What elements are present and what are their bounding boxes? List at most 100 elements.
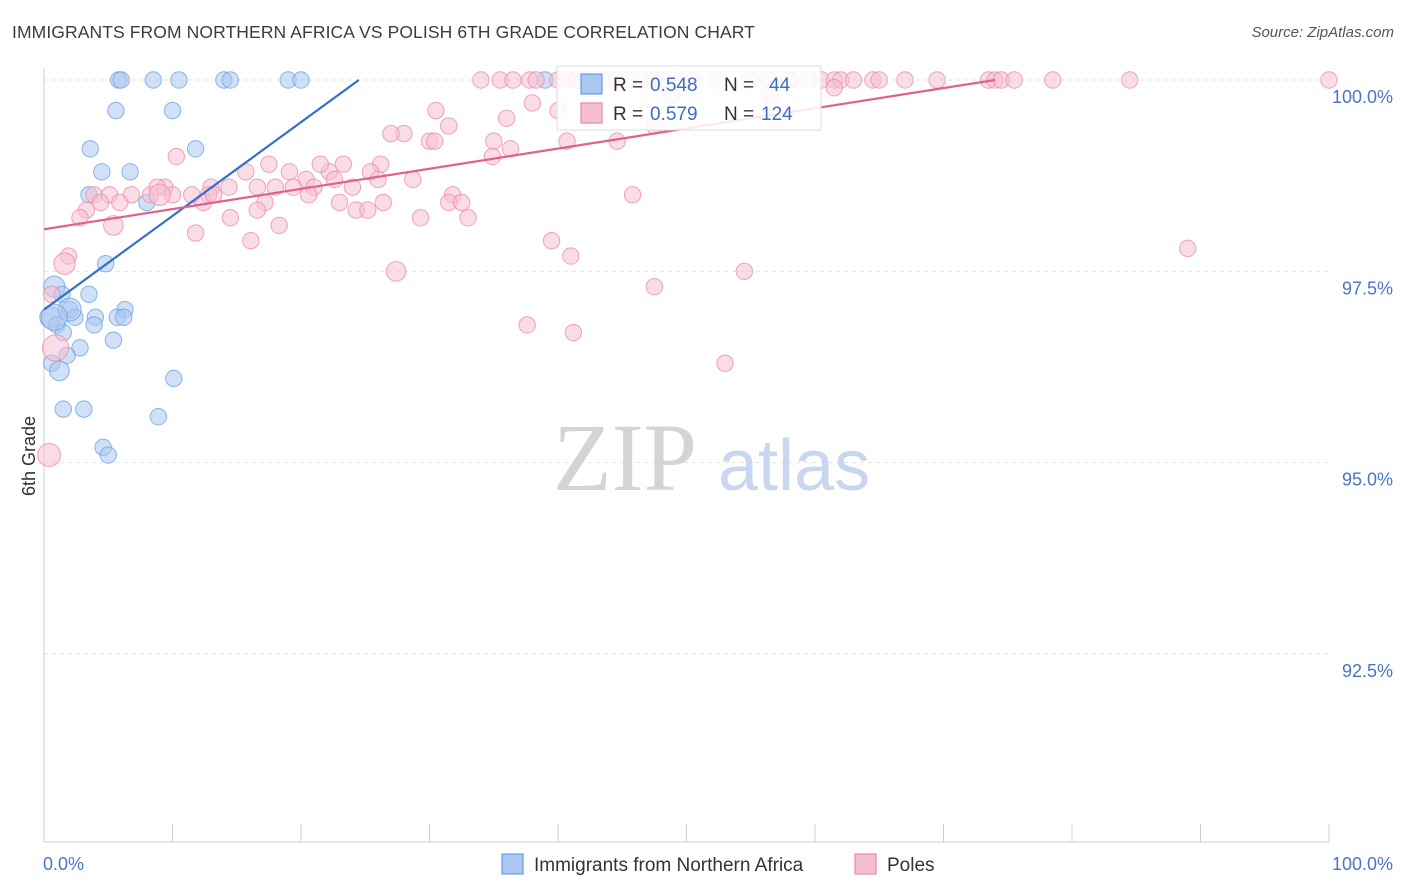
poles-point-72 [284, 178, 302, 196]
poles-point-57 [558, 132, 576, 150]
poles-point-120 [459, 209, 477, 227]
immigrants-point-37 [149, 408, 168, 426]
chart-source: Source: ZipAtlas.com [1251, 24, 1394, 41]
poles-point-67 [404, 170, 422, 189]
trend-lines [43, 78, 996, 311]
poles-point-108 [53, 252, 76, 275]
poles-point-34 [1044, 71, 1062, 89]
poles-point-59 [260, 155, 278, 173]
immigrants-point-1 [112, 71, 130, 89]
chart-title: IMMIGRANTS FROM NORTHERN AFRICA VS POLIS… [12, 22, 755, 42]
immigrants-point-3 [170, 71, 188, 89]
poles-point-50 [485, 132, 503, 150]
poles-point-2 [504, 71, 522, 89]
poles-point-102 [103, 215, 124, 236]
poles-point-52 [483, 147, 502, 166]
immigrants-point-19 [80, 285, 98, 303]
immigrants-point-11 [81, 140, 99, 158]
poles-point-99 [221, 209, 240, 227]
legend-label-immigrants: Immigrants from Northern Africa [534, 855, 804, 876]
legend-label-poles: Poles [887, 855, 935, 876]
immigrants-point-30 [104, 331, 123, 349]
bottom-legend: Immigrants from Northern Africa Poles [501, 853, 935, 876]
poles-point-74 [343, 178, 362, 196]
immigrants-point-5 [221, 71, 240, 89]
stats-swatch-immigrants [580, 73, 603, 95]
poles-point-91 [374, 193, 392, 212]
poles-point-118 [148, 183, 171, 206]
poles-point-27 [870, 71, 888, 89]
poles-point-29 [928, 71, 946, 89]
poles-point-66 [369, 170, 387, 189]
poles-point-105 [542, 232, 561, 250]
immigrants-point-2 [144, 71, 162, 89]
poles-point-51 [425, 132, 444, 150]
poles-point-110 [735, 262, 754, 281]
poles-point-86 [91, 193, 110, 212]
immigrants-point-35 [54, 400, 72, 418]
stats-r-label-1: R = [613, 75, 643, 96]
x-tick-label-min: 0.0% [43, 854, 84, 874]
immigrants-point-42 [49, 360, 70, 382]
immigrants-point-34 [165, 369, 183, 388]
immigrants-point-7 [292, 71, 310, 89]
stats-n-value-1: 44 [769, 75, 791, 96]
poles-point-121 [562, 247, 580, 265]
watermark-zip: ZIP [553, 404, 697, 511]
poles-point-111 [645, 277, 664, 296]
poles-point-28 [896, 71, 914, 89]
poles-point-95 [248, 201, 267, 219]
gridlines [44, 79, 1329, 655]
watermark: ZIP atlas [553, 404, 870, 511]
immigrants-point-14 [121, 163, 139, 181]
poles-point-117 [37, 443, 62, 467]
immigrants-point-31 [71, 339, 89, 357]
y-tick-label-2: 95.0% [1342, 470, 1393, 490]
poles-point-58 [167, 147, 186, 166]
poles-point-0 [472, 71, 490, 89]
poles-point-113 [564, 323, 583, 342]
immigrants-trend-line [43, 79, 360, 311]
stats-legend-box: R = 0.548 N = 44 R = 0.579 N = 124 [556, 65, 822, 131]
poles-point-48 [382, 124, 400, 143]
poles-point-116 [41, 334, 70, 362]
poles-point-70 [248, 178, 267, 196]
legend-swatch-immigrants [501, 853, 524, 875]
immigrants-point-27 [114, 308, 133, 326]
poles-point-106 [1178, 239, 1197, 258]
immigrants-point-36 [75, 400, 93, 418]
poles-point-25 [844, 71, 863, 89]
poles-point-37 [825, 78, 843, 97]
poles-point-90 [330, 193, 349, 212]
poles-point-115 [43, 285, 61, 303]
poles-point-40 [427, 101, 445, 120]
poles-point-44 [497, 109, 516, 127]
watermark-atlas: atlas [718, 426, 870, 506]
y-tick-labels: 100.0% 97.5% 95.0% 92.5% [1332, 87, 1393, 681]
stats-swatch-poles [580, 102, 603, 124]
poles-point-109 [385, 260, 407, 282]
y-tick-label-0: 100.0% [1332, 87, 1393, 107]
poles-point-85 [220, 178, 238, 196]
y-tick-label-3: 92.5% [1342, 661, 1393, 681]
poles-point-122 [311, 155, 329, 173]
poles-point-45 [440, 117, 458, 135]
stats-r-value-1: 0.548 [650, 75, 698, 96]
y-tick-label-1: 97.5% [1342, 278, 1393, 298]
poles-point-123 [623, 186, 642, 204]
poles-point-112 [518, 316, 536, 334]
immigrants-point-10 [163, 101, 182, 120]
poles-point-35 [1121, 71, 1139, 89]
immigrants-point-29 [85, 316, 103, 334]
poles-point-100 [270, 216, 288, 235]
poles-point-53 [334, 155, 353, 173]
immigrants-point-9 [107, 101, 125, 120]
poles-point-98 [411, 209, 430, 227]
poles-point-36 [1320, 71, 1338, 89]
immigrants-point-41 [40, 303, 68, 331]
y-axis-label: 6th Grade [19, 416, 39, 496]
poles-point-104 [242, 232, 260, 250]
poles-point-114 [716, 354, 734, 372]
poles-point-97 [359, 201, 377, 219]
stats-n-value-2: 124 [761, 104, 793, 125]
